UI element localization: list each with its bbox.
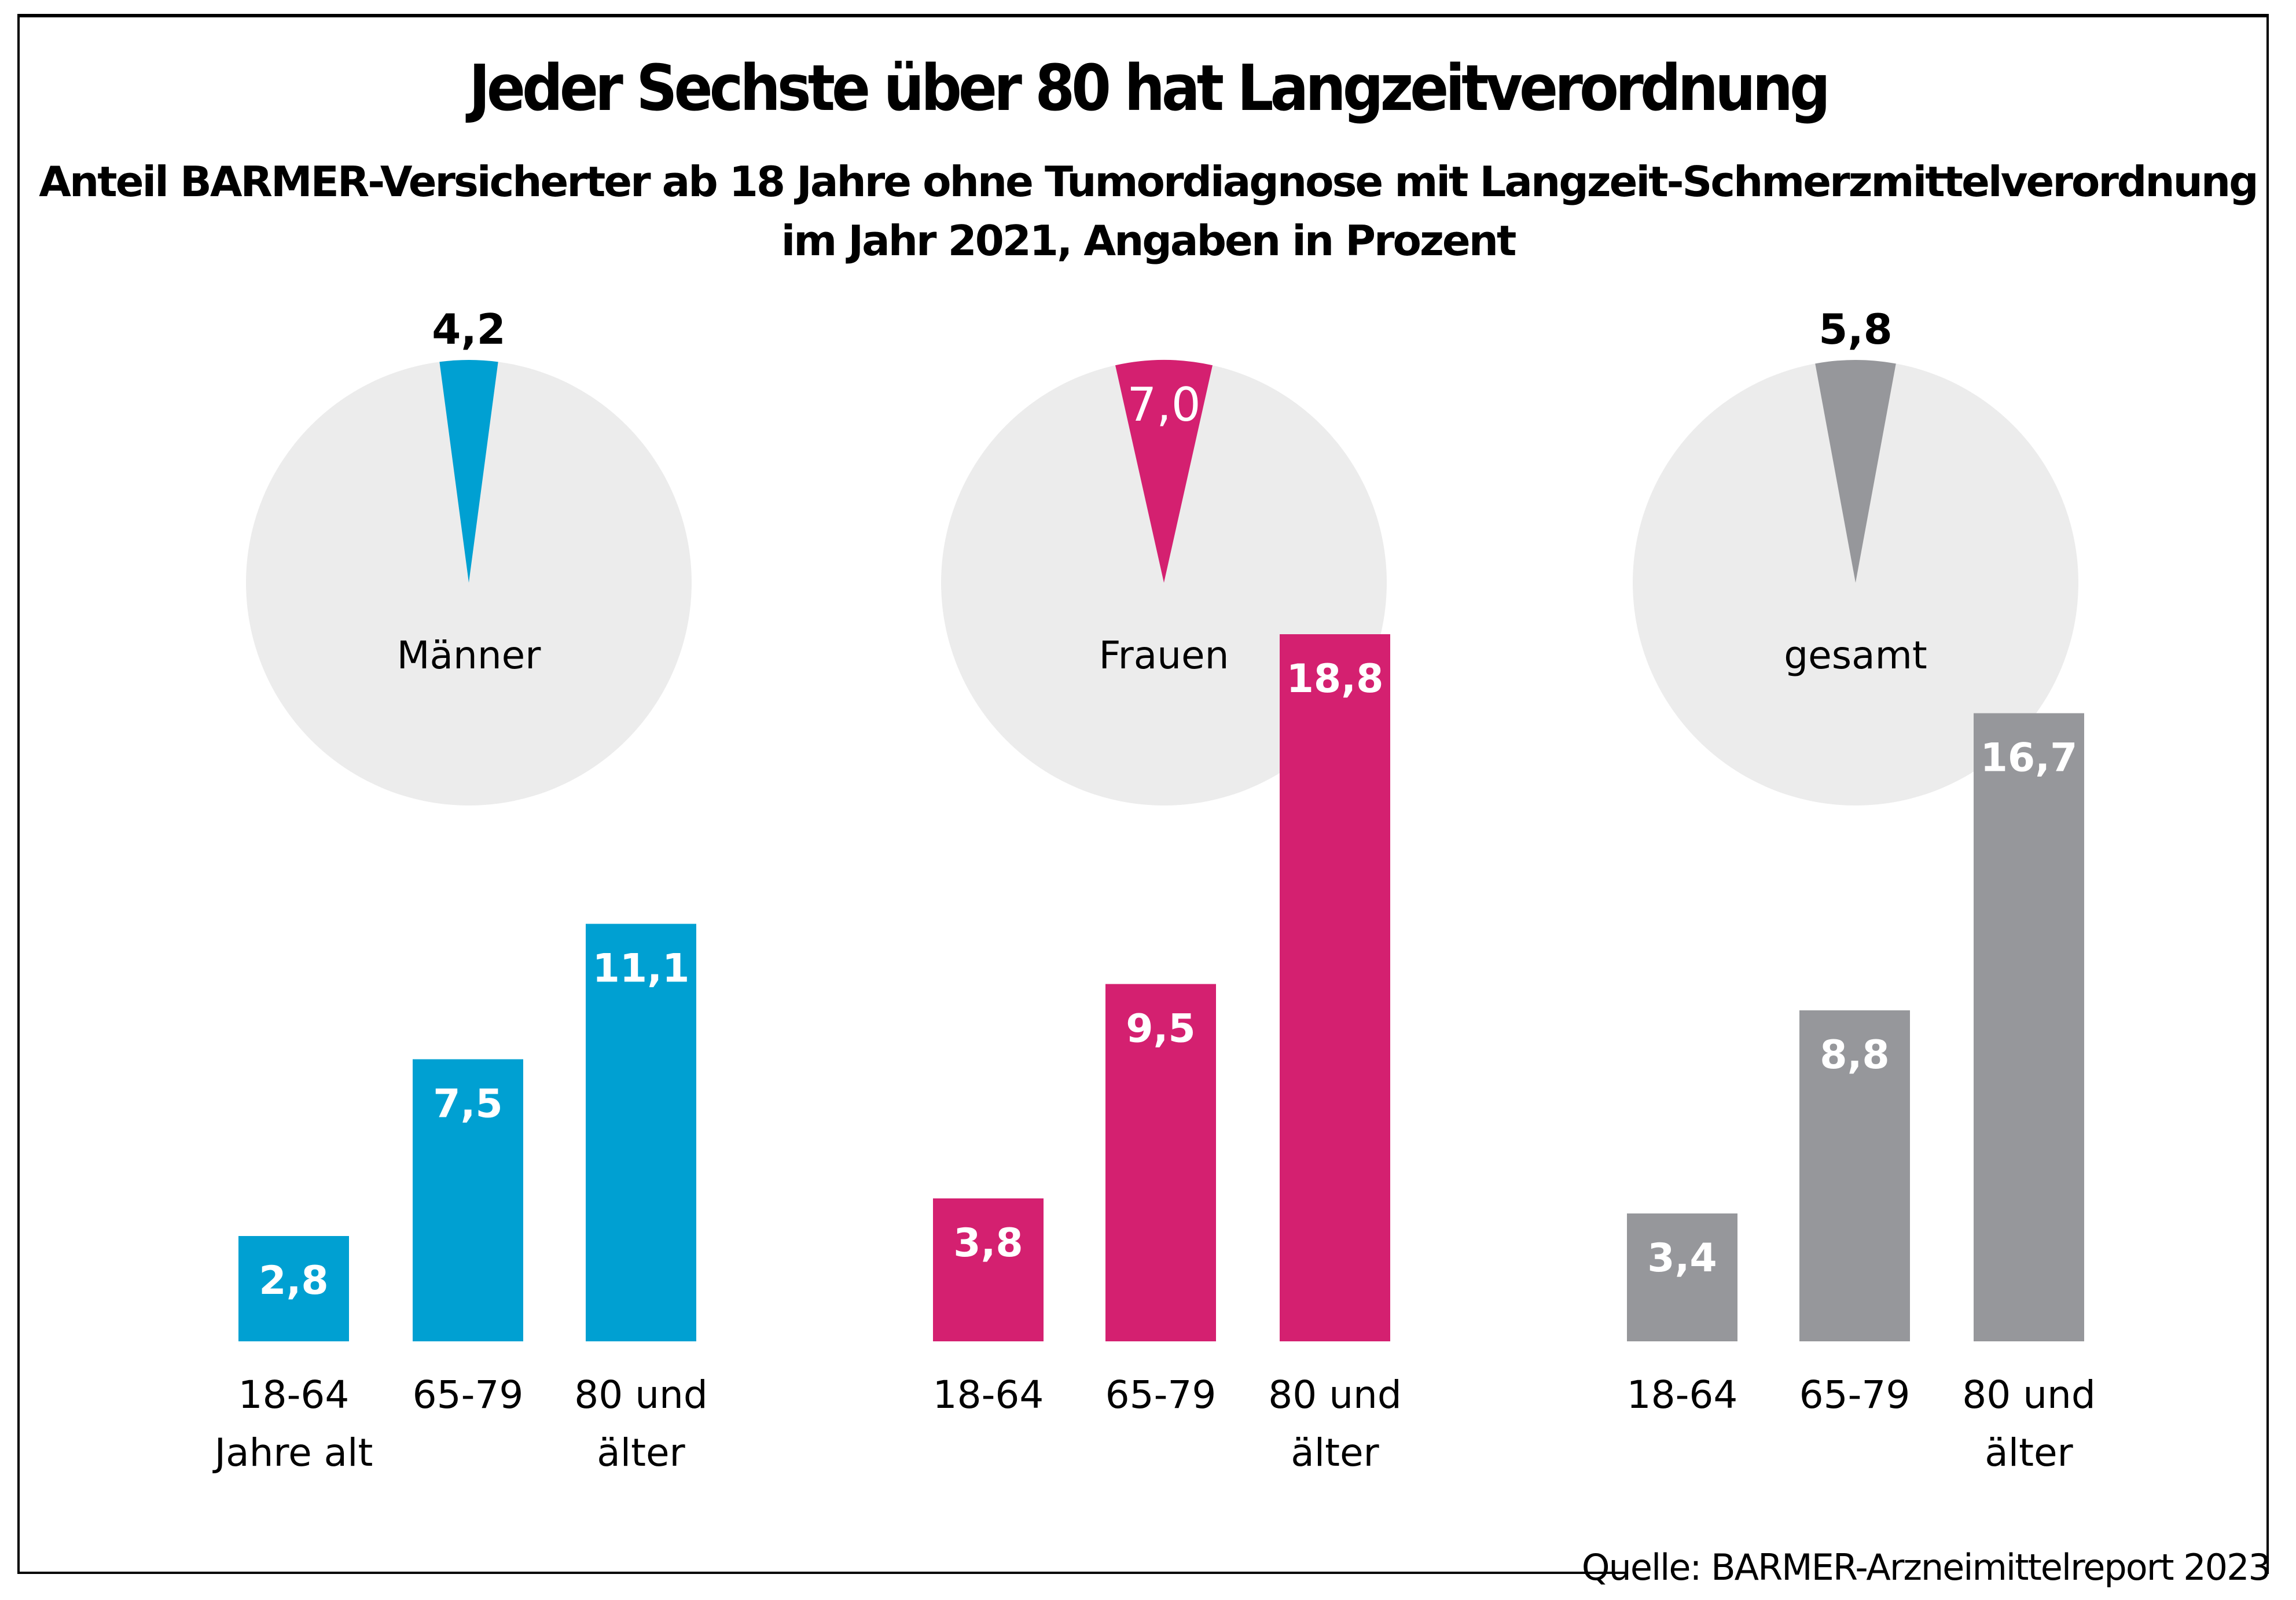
bar-value-label-mnner-3: 11,1 [593, 946, 690, 992]
category-label-frauen-3: älter [1291, 1430, 1379, 1475]
bar-value-label-gesamt-1: 3,4 [1647, 1235, 1717, 1281]
chart-frame [17, 14, 2269, 1574]
bar-gesamt-2 [1799, 1010, 1910, 1341]
category-label-frauen-2: 65-79 [1105, 1373, 1217, 1417]
bottom-rule [17, 1572, 1626, 1574]
pie-value-label-frauen: 7,0 [1127, 378, 1200, 432]
bar-mnner-2 [413, 1059, 523, 1341]
right-rule [2266, 1516, 2269, 1557]
category-label-mnner-3: älter [597, 1430, 685, 1475]
bar-gesamt-3 [1974, 713, 2084, 1341]
bar-value-label-gesamt-2: 8,8 [1820, 1032, 1889, 1078]
category-label-mnner-2: 65-79 [413, 1373, 524, 1417]
bar-frauen-1 [933, 1198, 1044, 1341]
chart-subtitle-line1: Anteil BARMER-Versicherter ab 18 Jahre o… [39, 157, 2258, 206]
bar-gesamt-1 [1627, 1213, 1737, 1341]
pie-slice-mnner [439, 359, 498, 583]
category-label-gesamt-2: 65-79 [1799, 1373, 1911, 1417]
pie-slice-gesamt [1815, 360, 1896, 583]
bar-frauen-3 [1280, 634, 1390, 1341]
source-note: Quelle: BARMER-Arzneimittelreport 2023 [1581, 1546, 2271, 1588]
category-label-frauen-3: 80 und [1268, 1373, 1402, 1417]
bar-frauen-2 [1105, 984, 1216, 1341]
category-label-mnner-1: 18-64 [238, 1373, 350, 1417]
pie-name-label-frauen: Frauen [1099, 633, 1229, 678]
bar-value-label-mnner-1: 2,8 [259, 1258, 328, 1304]
pie-slice-frauen [1115, 360, 1213, 583]
bar-mnner-1 [238, 1236, 349, 1341]
chart-title: Jeder Sechste über 80 hat Langzeitverord… [469, 51, 1831, 125]
bar-value-label-mnner-2: 7,5 [433, 1082, 502, 1127]
pie-name-label-mnner: Männer [397, 633, 542, 678]
bar-value-label-gesamt-3: 16,7 [1981, 735, 2078, 781]
pie-name-label-gesamt: gesamt [1784, 633, 1927, 678]
category-label-gesamt-1: 18-64 [1627, 1373, 1738, 1417]
category-label-mnner-1: Jahre alt [212, 1430, 373, 1475]
bar-value-label-frauen-3: 18,8 [1287, 656, 1384, 702]
category-label-gesamt-3: älter [1985, 1430, 2073, 1475]
pie-value-label-gesamt: 5,8 [1819, 305, 1893, 354]
bar-mnner-3 [586, 924, 696, 1341]
pie-value-label-mnner: 4,2 [432, 305, 506, 354]
bar-value-label-frauen-1: 3,8 [953, 1220, 1023, 1266]
category-label-gesamt-3: 80 und [1962, 1373, 2096, 1417]
category-label-mnner-3: 80 und [574, 1373, 708, 1417]
bar-value-label-frauen-2: 9,5 [1126, 1006, 1195, 1052]
category-label-frauen-1: 18-64 [933, 1373, 1044, 1417]
chart-subtitle-line2: im Jahr 2021, Angaben in Prozent [781, 216, 1517, 265]
